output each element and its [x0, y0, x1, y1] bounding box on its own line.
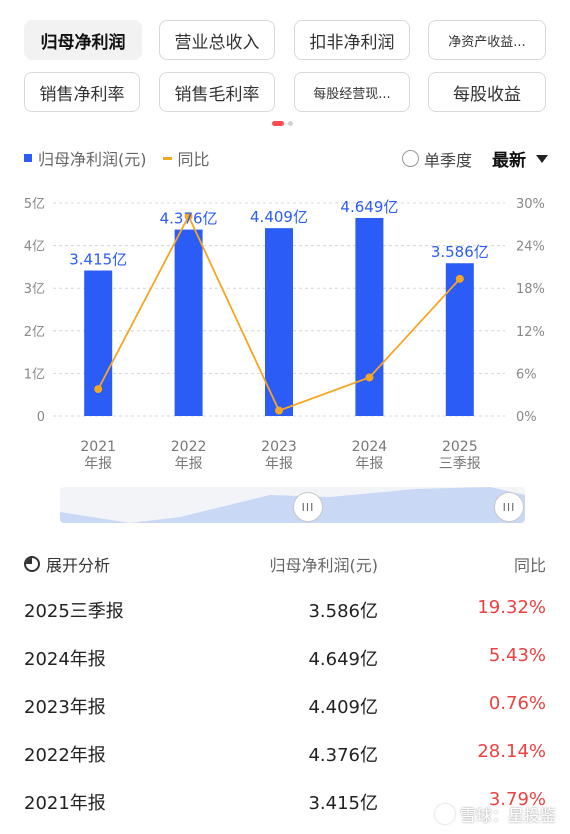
bar-legend-swatch: [24, 154, 32, 162]
chart-controls: 单季度 最新: [401, 146, 548, 171]
table-row: 2023年报 4.409亿 0.76%: [24, 693, 546, 721]
bar: [265, 228, 293, 416]
tab-net-margin[interactable]: 销售净利率: [24, 72, 140, 112]
yoy-point: [455, 274, 464, 283]
row-period: 2023年报: [24, 697, 106, 718]
bar-data-label: 4.649亿: [340, 198, 398, 216]
y-axis-right-tick: 24%: [516, 240, 545, 255]
table-row: 2021年报 3.415亿 3.79%: [24, 789, 546, 817]
tab-operating-cashflow-per-share[interactable]: 每股经营现...: [294, 72, 410, 112]
row-period: 2024年报: [24, 649, 106, 670]
table-row: 2025三季报 3.586亿 19.32%: [24, 597, 546, 625]
row-yoy: 5.43%: [488, 645, 546, 666]
x-axis-tick-period: 年报: [175, 456, 203, 472]
row-yoy: 3.79%: [488, 789, 546, 810]
range-slider[interactable]: III III: [60, 487, 525, 523]
row-yoy: 28.14%: [477, 741, 546, 762]
x-axis-tick-year: 2024: [352, 439, 388, 455]
expand-analysis-label: 展开分析: [46, 556, 111, 575]
snowball-logo-icon: [434, 804, 455, 824]
y-axis-right-tick: 0%: [516, 410, 537, 425]
y-axis-left-tick: 4亿: [24, 240, 45, 255]
y-axis-right-tick: 30%: [516, 197, 545, 212]
y-axis-left-tick: 3亿: [24, 282, 45, 297]
y-axis-left-tick: 2亿: [24, 325, 45, 340]
y-axis-left-tick: 5亿: [24, 197, 45, 212]
yoy-point: [365, 373, 374, 382]
bar: [445, 263, 474, 416]
tab-roe[interactable]: 净资产收益...: [428, 20, 546, 60]
watermark: 雪球：星投鉴: [434, 802, 556, 826]
x-axis-tick-year: 2022: [171, 439, 207, 455]
slider-right-handle[interactable]: III: [494, 492, 524, 522]
expand-analysis-button[interactable]: 展开分析: [24, 552, 110, 576]
watermark-text: 雪球：星投鉴: [459, 806, 556, 825]
y-axis-right-tick: 18%: [516, 282, 545, 297]
row-value: 4.376亿: [308, 745, 378, 766]
chart-legend: 归母净利润(元) 同比: [24, 146, 210, 170]
bar-data-label: 4.376亿: [160, 210, 218, 228]
y-axis-right-tick: 6%: [516, 367, 537, 382]
bar-legend-label: 归母净利润(元): [38, 150, 147, 169]
row-period: 2021年报: [24, 793, 106, 814]
line-legend-label: 同比: [177, 150, 210, 169]
bar: [174, 229, 203, 416]
yoy-point: [94, 385, 103, 394]
y-axis-right-tick: 12%: [516, 325, 545, 340]
bar-data-label: 4.409亿: [250, 208, 308, 226]
slider-left-handle[interactable]: III: [293, 492, 323, 522]
y-axis-left-tick: 1亿: [24, 367, 45, 382]
table-header: 展开分析 归母净利润(元) 同比: [24, 552, 546, 576]
x-axis-tick-year: 2025: [442, 439, 478, 455]
row-value: 3.586亿: [308, 601, 378, 622]
tab-deducted-net-profit[interactable]: 扣非净利润: [294, 20, 410, 60]
page-dot-active: [272, 121, 284, 126]
dropdown-caret-icon[interactable]: [536, 154, 548, 163]
pie-chart-icon: [24, 556, 40, 572]
line-legend-swatch: [162, 156, 172, 160]
yoy-column-header: 同比: [513, 556, 546, 575]
page-indicator: [272, 121, 293, 126]
value-column-header: 归母净利润(元): [269, 556, 379, 575]
single-quarter-radio[interactable]: [401, 150, 419, 167]
x-axis-tick-period: 年报: [84, 456, 112, 472]
row-yoy: 19.32%: [477, 597, 546, 618]
single-quarter-label[interactable]: 单季度: [423, 150, 472, 170]
tab-eps[interactable]: 每股收益: [428, 72, 546, 112]
y-axis-left-tick: 0: [37, 410, 45, 425]
x-axis-tick-period: 年报: [265, 456, 293, 472]
row-value: 4.409亿: [308, 697, 378, 718]
slider-overview-area: [60, 487, 525, 523]
tab-total-revenue[interactable]: 营业总收入: [159, 20, 275, 60]
tab-gross-margin[interactable]: 销售毛利率: [159, 72, 275, 112]
tab-net-profit-parent[interactable]: 归母净利润: [24, 20, 142, 60]
row-period: 2022年报: [24, 745, 106, 766]
row-period: 2025三季报: [24, 601, 124, 622]
x-axis-tick-period: 三季报: [439, 456, 481, 472]
table-row: 2022年报 4.376亿 28.14%: [24, 741, 546, 769]
row-value: 3.415亿: [308, 793, 378, 814]
page-dot: [288, 121, 293, 126]
table-row: 2024年报 4.649亿 5.43%: [24, 645, 546, 673]
bar: [84, 270, 113, 416]
bar-data-label: 3.415亿: [69, 251, 127, 269]
x-axis-tick-year: 2021: [80, 439, 116, 455]
bar-data-label: 3.586亿: [431, 243, 489, 261]
bar: [355, 217, 384, 416]
row-value: 4.649亿: [308, 649, 378, 670]
row-yoy: 0.76%: [488, 693, 546, 714]
yoy-point: [275, 406, 283, 415]
yoy-point: [184, 212, 193, 221]
x-axis-tick-year: 2023: [261, 439, 297, 455]
period-dropdown-label[interactable]: 最新: [492, 151, 526, 171]
net-profit-chart: 0 0%1亿 6%2亿 12%3亿 18%4亿 24%5亿 30%2021年报2022年报2…: [24, 197, 545, 472]
x-axis-tick-period: 年报: [355, 456, 383, 472]
